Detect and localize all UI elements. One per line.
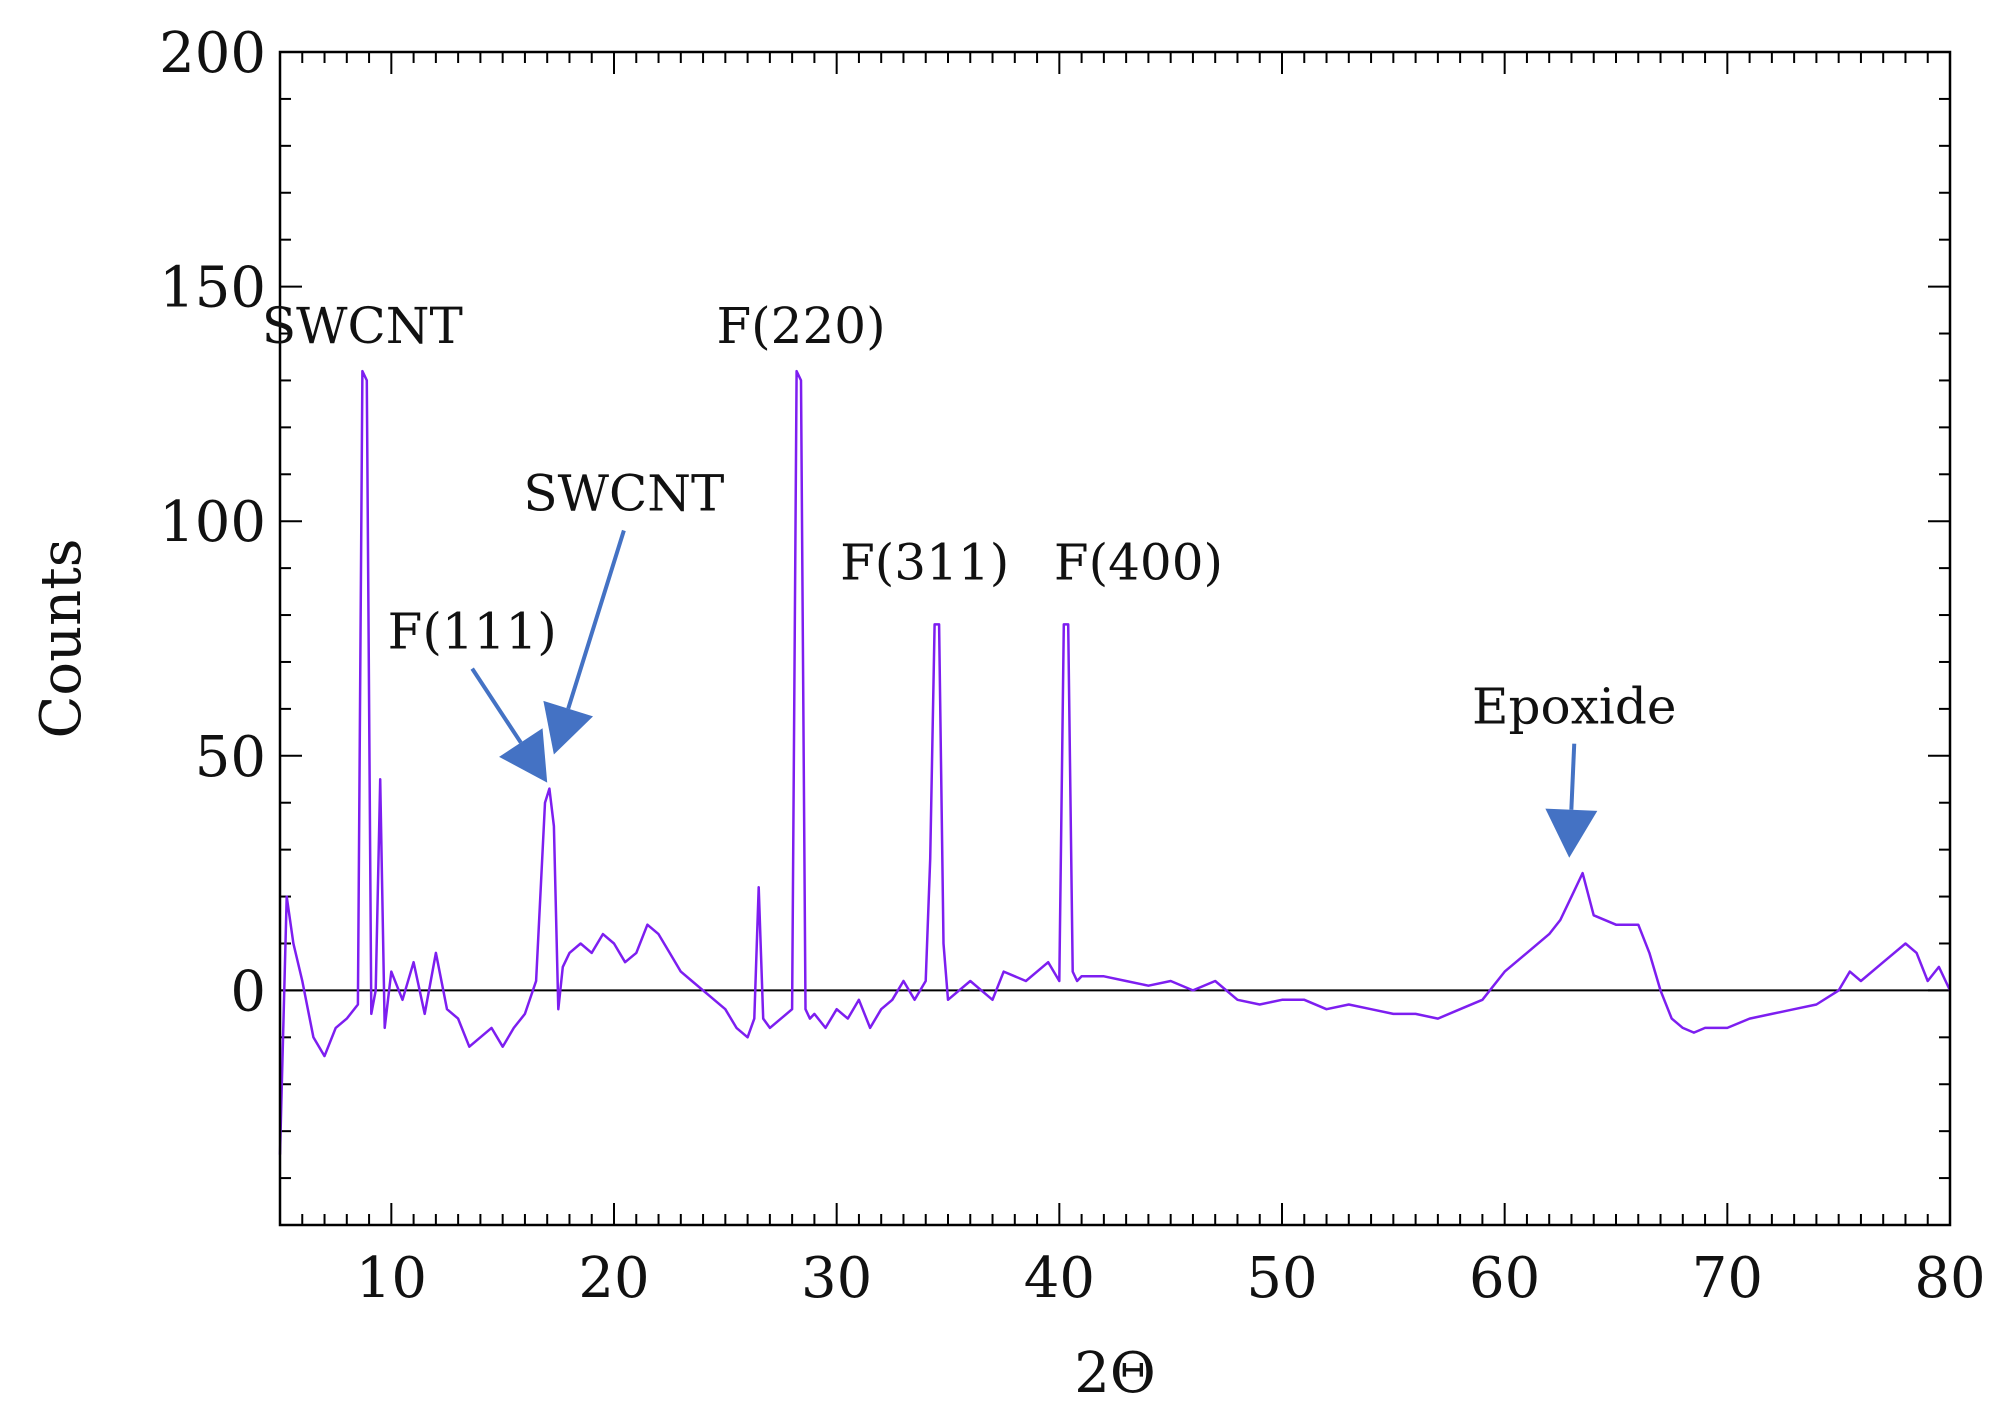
- annotation-arrow-shaft: [1569, 743, 1577, 810]
- annotation-label: SWCNT: [262, 297, 463, 355]
- annotation-arrow-head: [499, 728, 548, 783]
- plot-frame: [278, 50, 1952, 1227]
- x-tick-label: 20: [578, 1246, 649, 1311]
- annotation-label: SWCNT: [523, 464, 724, 522]
- annotation-label: F(400): [1054, 533, 1223, 591]
- y-tick-label: 50: [195, 725, 266, 790]
- y-tick-label: 150: [159, 256, 266, 321]
- y-axis-title: Counts: [29, 539, 94, 739]
- xrd-series-line: [278, 369, 1952, 1155]
- annotation-label: F(220): [716, 297, 885, 355]
- annotation-label: Epoxide: [1472, 678, 1676, 736]
- x-tick-label: 30: [801, 1246, 872, 1311]
- y-tick-label: 200: [159, 21, 266, 86]
- annotation-arrow-head: [543, 700, 594, 755]
- annotation-label: F(111): [388, 603, 557, 661]
- x-tick-label: 70: [1692, 1246, 1763, 1311]
- x-tick-label: 40: [1024, 1246, 1095, 1311]
- y-tick-label: 100: [159, 490, 266, 555]
- annotation-arrow-shaft: [566, 529, 626, 710]
- axis-ticks: [279, 51, 1951, 1226]
- annotation-arrow-shaft: [470, 667, 523, 744]
- x-tick-label: 50: [1246, 1246, 1317, 1311]
- x-tick-labels: 10 20 30 40 50 60 70 80: [356, 1246, 1986, 1311]
- x-tick-label: 10: [356, 1246, 427, 1311]
- y-tick-label: 0: [230, 959, 266, 1024]
- annotation-label: F(311): [840, 533, 1009, 591]
- peak-annotations: SWCNT F(111) SWCNT F(220) F(311) F(400) Epoxid…: [262, 297, 1676, 858]
- y-tick-labels: 0 50 100 150 200: [159, 21, 266, 1024]
- x-tick-label: 60: [1469, 1246, 1540, 1311]
- x-axis-title: 2Θ: [1074, 1341, 1156, 1406]
- annotation-arrow-head: [1545, 808, 1598, 858]
- x-tick-label: 80: [1914, 1246, 1985, 1311]
